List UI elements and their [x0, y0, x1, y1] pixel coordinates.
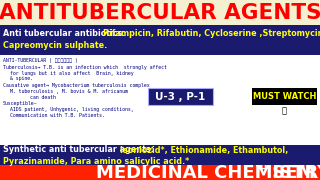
Text: TH: TH	[256, 165, 268, 174]
Text: Anti tubercular antibiotics:: Anti tubercular antibiotics:	[3, 28, 125, 37]
Text: Rifampicin, Rifabutin, Cycloserine ,Streptomycine,: Rifampicin, Rifabutin, Cycloserine ,Stre…	[103, 28, 320, 37]
Text: Isoniozid*, Ethionamide, Ethambutol,: Isoniozid*, Ethionamide, Ethambutol,	[120, 145, 288, 154]
Text: can death: can death	[30, 95, 56, 100]
Text: & spine.: & spine.	[10, 76, 33, 81]
Text: 👀: 👀	[282, 107, 287, 116]
Text: MUST WATCH: MUST WATCH	[253, 92, 316, 101]
Text: Tuberculosis→ T.B. is an infection which  strongly affect: Tuberculosis→ T.B. is an infection which…	[3, 65, 167, 70]
FancyBboxPatch shape	[148, 88, 213, 105]
Bar	[0, 0, 320, 25]
Text: Capreomycin sulphate.: Capreomycin sulphate.	[3, 42, 107, 51]
Text: ANTITUBERCULAR AGENTS: ANTITUBERCULAR AGENTS	[0, 3, 320, 23]
Text: Pyrazinamide, Para amino salicylic acid.*: Pyrazinamide, Para amino salicylic acid.…	[3, 156, 189, 165]
Text: M. tuberculosis , M. bovis & M. africanum: M. tuberculosis , M. bovis & M. africanu…	[10, 89, 128, 94]
Bar	[0, 165, 320, 180]
Text: Communication with T.B. Patients.: Communication with T.B. Patients.	[10, 113, 105, 118]
Bar	[0, 25, 320, 55]
Text: U-3 , P-1: U-3 , P-1	[156, 91, 206, 102]
Text: MEDICINAL CHEMISTRY-III  6: MEDICINAL CHEMISTRY-III 6	[96, 163, 320, 180]
FancyBboxPatch shape	[252, 88, 317, 105]
Bar	[0, 145, 320, 165]
Bar	[0, 55, 320, 145]
Text: AIDS patient, Unhygenic, living conditions,: AIDS patient, Unhygenic, living conditio…	[10, 107, 134, 112]
Text: Causative agent→ Mycobacterium tuberculosis complex: Causative agent→ Mycobacterium tuberculo…	[3, 83, 150, 88]
Text: SEM: SEM	[266, 163, 316, 180]
Text: for lungs but it also affect  Brain, kidney: for lungs but it also affect Brain, kidn…	[10, 71, 134, 76]
Text: Susceptible–: Susceptible–	[3, 101, 37, 106]
Text: Synthetic anti tubercular agents:: Synthetic anti tubercular agents:	[3, 145, 156, 154]
Text: ANTI-TUBERCULAR ( फेफड़ा ): ANTI-TUBERCULAR ( फेफड़ा )	[3, 58, 78, 63]
